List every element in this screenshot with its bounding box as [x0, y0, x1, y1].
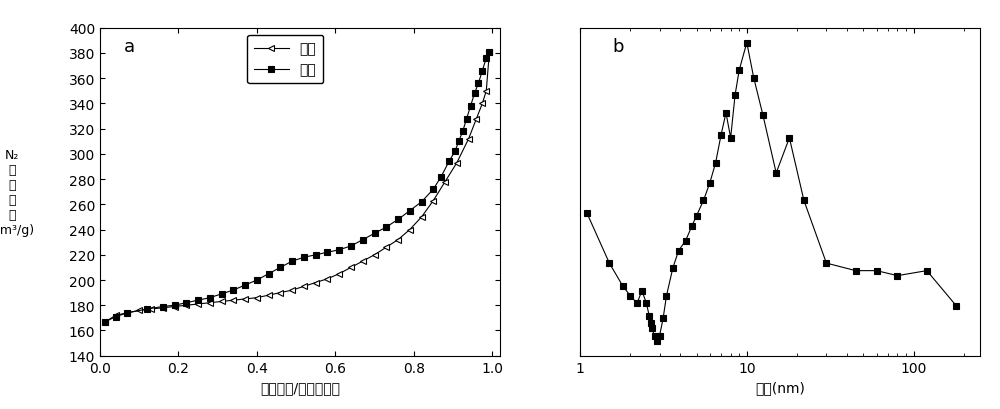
吸附 [192, 302, 204, 307]
脱附 [476, 69, 488, 74]
吸附 [310, 281, 322, 285]
吸附 [392, 238, 404, 243]
吸附 [333, 272, 345, 276]
吸附 [227, 298, 239, 303]
脱附 [286, 259, 298, 264]
吸附 [476, 102, 488, 107]
脱附 [192, 298, 204, 303]
Text: b: b [612, 38, 624, 56]
吸附 [369, 253, 381, 258]
Line: 脱附: 脱附 [103, 50, 492, 325]
脱附 [461, 117, 473, 122]
吸附 [451, 161, 463, 166]
脱附 [99, 319, 111, 324]
吸附 [251, 295, 263, 300]
脱附 [333, 248, 345, 253]
脱附 [141, 307, 153, 312]
脱附 [472, 81, 484, 86]
吸附 [298, 284, 310, 289]
吸附 [99, 319, 111, 324]
脱附 [180, 301, 192, 306]
吸附 [274, 290, 286, 295]
脱附 [443, 160, 455, 164]
脱附 [345, 244, 357, 249]
吸附 [133, 308, 145, 313]
脱附 [239, 283, 251, 288]
脱附 [469, 92, 481, 97]
脱附 [465, 104, 477, 109]
脱附 [427, 187, 439, 192]
脱附 [227, 288, 239, 293]
吸附 [427, 199, 439, 204]
X-axis label: 直径(nm): 直径(nm) [755, 380, 805, 394]
脱附 [169, 303, 181, 308]
Legend: 吸附, 脱附: 吸附, 脱附 [247, 36, 323, 84]
吸附 [439, 180, 451, 184]
脱附 [483, 50, 495, 55]
吸附 [483, 50, 495, 55]
脱附 [310, 253, 322, 258]
X-axis label: 实际压力/标准大气压: 实际压力/标准大气压 [260, 380, 340, 394]
脱附 [157, 304, 169, 309]
脱附 [435, 175, 447, 180]
吸附 [263, 293, 275, 298]
吸附 [204, 301, 216, 306]
吸附 [180, 303, 192, 308]
吸附 [470, 117, 482, 122]
吸附 [463, 137, 475, 142]
脱附 [204, 295, 216, 300]
脱附 [380, 225, 392, 230]
吸附 [321, 276, 333, 281]
脱附 [404, 209, 416, 213]
脱附 [121, 310, 133, 315]
脱附 [392, 218, 404, 222]
吸附 [480, 89, 492, 94]
脱附 [369, 231, 381, 236]
脱附 [453, 139, 465, 144]
吸附 [345, 265, 357, 270]
脱附 [298, 255, 310, 260]
脱附 [321, 250, 333, 255]
脱附 [110, 315, 122, 319]
吸附 [357, 259, 369, 264]
脱附 [274, 265, 286, 270]
吸附 [216, 299, 228, 304]
Text: a: a [124, 38, 135, 56]
脱附 [251, 278, 263, 283]
吸附 [169, 304, 181, 309]
吸附 [416, 215, 428, 220]
吸附 [157, 306, 169, 310]
吸附 [404, 227, 416, 232]
吸附 [145, 307, 157, 312]
吸附 [239, 297, 251, 302]
Line: 吸附: 吸附 [103, 50, 492, 325]
脱附 [449, 150, 461, 155]
脱附 [416, 200, 428, 205]
吸附 [380, 245, 392, 250]
吸附 [110, 313, 122, 318]
脱附 [357, 238, 369, 243]
吸附 [286, 288, 298, 293]
Text: N₂
吸
附
体
积
(cm³/g): N₂ 吸 附 体 积 (cm³/g) [0, 148, 35, 236]
脱附 [480, 56, 492, 61]
脱附 [216, 292, 228, 297]
吸附 [121, 310, 133, 315]
脱附 [263, 272, 275, 276]
脱附 [457, 129, 469, 134]
